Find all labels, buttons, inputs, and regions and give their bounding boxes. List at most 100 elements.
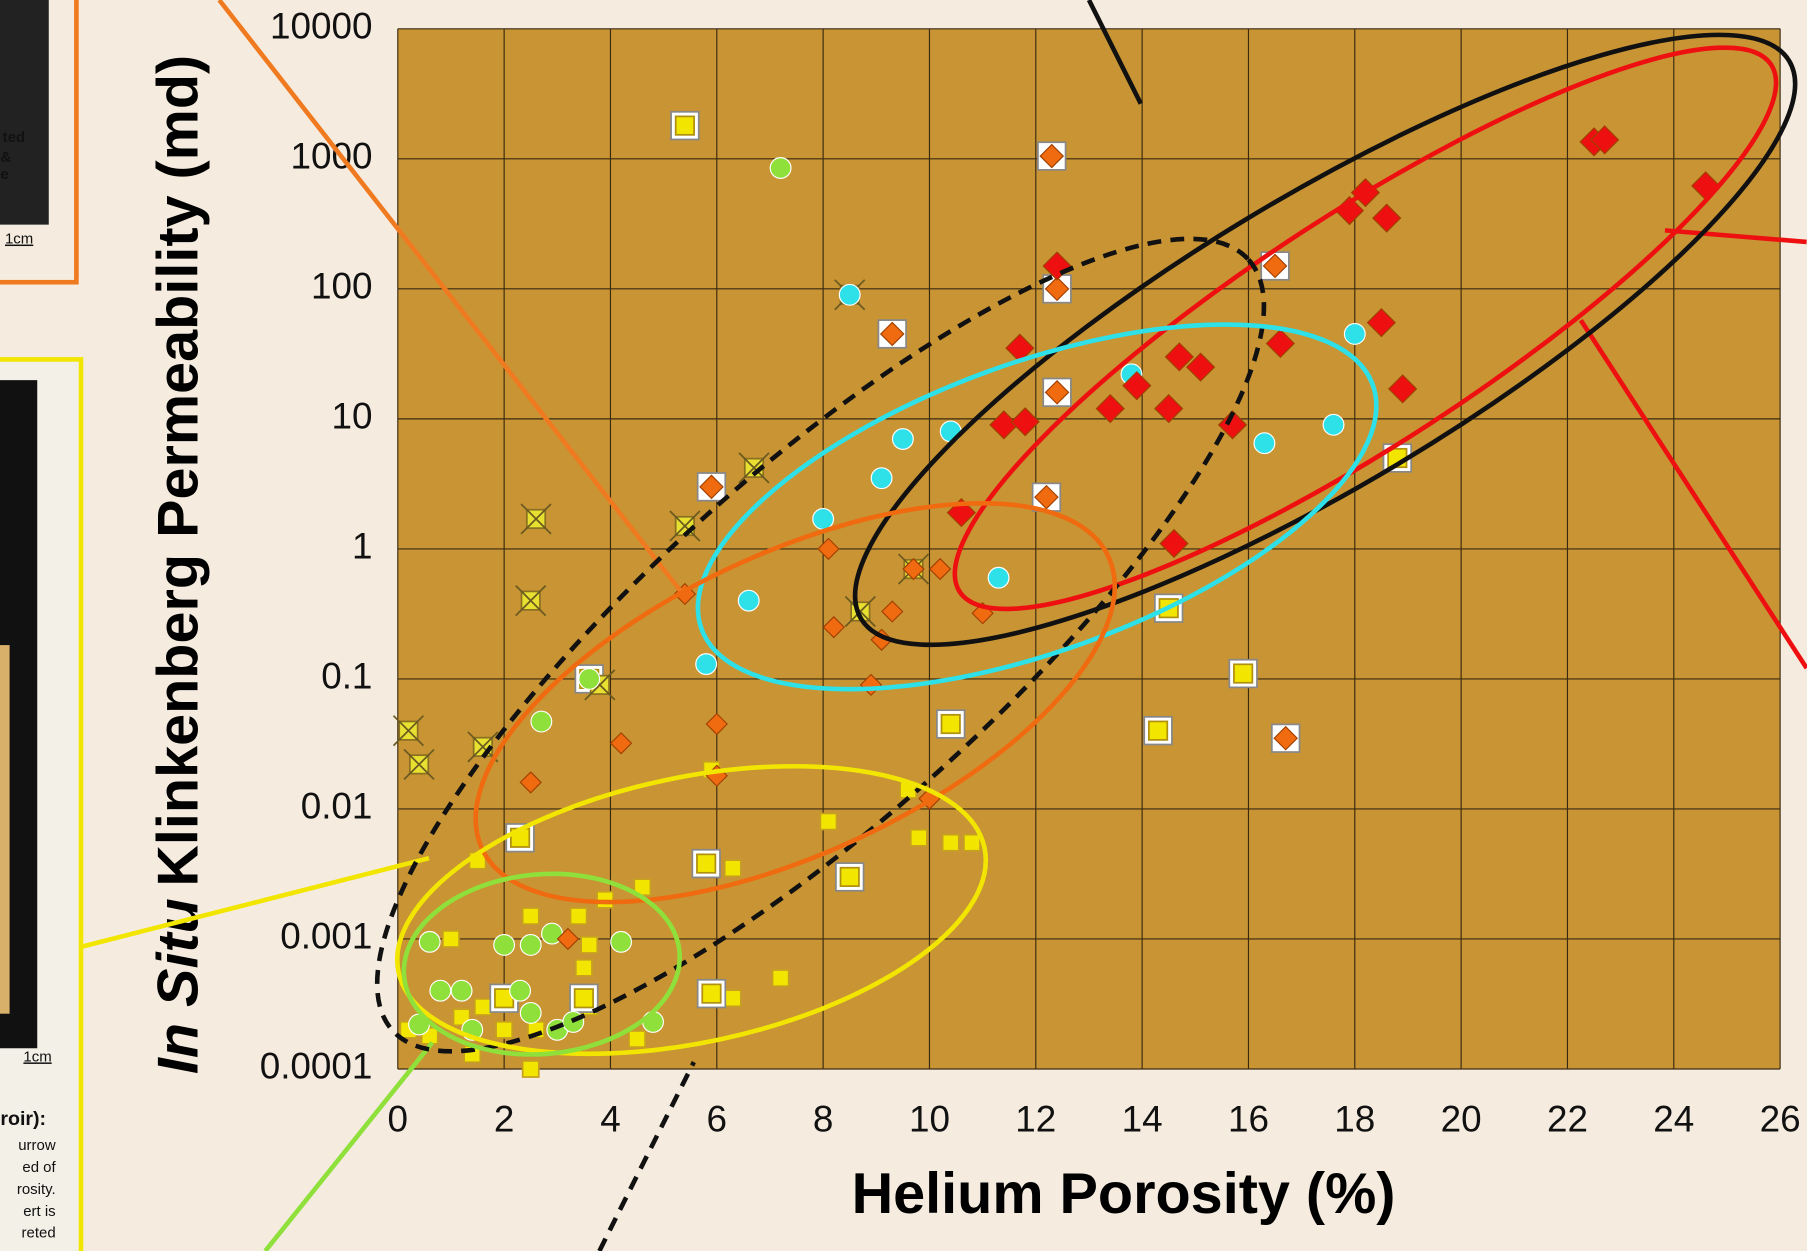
marker-part [579,669,600,690]
data-point [494,935,515,956]
chart: ted & e 1cm 1cm roir): urrow ed of rosit… [0,0,1807,1251]
data-point [1254,433,1275,454]
data-point [770,158,791,179]
data-point [911,830,927,846]
x-tick-label: 0 [388,1099,409,1140]
data-point [698,473,726,501]
scale-label: 1cm [5,231,33,248]
data-point [813,509,834,530]
x-tick-label: 24 [1653,1099,1694,1140]
data-point [871,468,892,489]
data-point [839,284,860,305]
data-point [520,1003,541,1024]
marker-part [676,116,694,134]
data-point [698,980,726,1008]
data-point [671,112,699,140]
marker-part [702,984,720,1002]
marker-part [520,1003,541,1024]
side-text: rosity. [17,1181,56,1198]
photo [0,0,49,225]
marker-part [629,1031,645,1047]
marker-part [893,429,914,450]
data-point [964,835,980,851]
y-tick-label: 10000 [270,6,372,47]
data-point [571,908,587,924]
marker-part [1234,664,1252,682]
data-point [520,935,541,956]
side-text: ert is [23,1203,55,1220]
marker-part [475,999,491,1015]
x-tick-label: 2 [494,1099,515,1140]
data-point [773,970,789,986]
marker-part [494,935,515,956]
x-tick-label: 12 [1015,1099,1056,1140]
data-point [419,931,440,952]
marker-part [1344,324,1365,345]
marker-part [943,835,959,851]
data-point [893,429,914,450]
marker-part [419,931,440,952]
data-point [475,999,491,1015]
marker-part [813,509,834,530]
data-point [1344,324,1365,345]
data-point [1323,414,1344,435]
data-point [451,980,472,1001]
x-tick-label: 6 [707,1099,728,1140]
y-tick-label: 100 [311,266,373,307]
side-text: & [0,149,11,166]
marker-part [696,654,717,675]
data-point [836,863,864,891]
data-point [496,1022,512,1038]
data-point [696,654,717,675]
marker-part [738,590,759,611]
x-tick-label: 26 [1760,1099,1801,1140]
marker-part [523,908,539,924]
scale-label: 1cm [23,1048,51,1065]
x-tick-label: 4 [600,1099,621,1140]
marker-part [531,711,552,732]
data-point [943,835,959,851]
x-axis-title: Helium Porosity (%) [852,1162,1396,1226]
marker-part [770,158,791,179]
marker-part [1254,433,1275,454]
marker-part [575,989,593,1007]
marker-part [942,715,960,733]
marker-part [964,835,980,851]
data-point [570,984,598,1012]
y-axis-title-italic: In Situ [147,898,211,1074]
marker-part [443,931,459,947]
data-point [611,931,632,952]
data-point [430,980,451,1001]
x-tick-label: 14 [1122,1099,1163,1140]
data-point [523,1061,539,1077]
page: {"chart_data": {"type": "scatter", "xlab… [0,0,1807,1251]
marker-part [571,908,587,924]
y-axis-title-main: Klinkenberg Permeability (md) [147,55,211,887]
data-point [738,590,759,611]
marker-part [523,1061,539,1077]
side-text: e [0,166,8,183]
marker-part [773,970,789,986]
data-point [1272,724,1300,752]
side-text: roir): [0,1108,46,1130]
side-text: ted [3,129,25,146]
marker-part [725,990,741,1006]
marker-part [988,567,1009,588]
y-tick-label: 10 [331,396,372,437]
photo-core [0,645,10,1014]
data-point [443,931,459,947]
marker-part [697,854,715,872]
side-text: reted [22,1225,56,1242]
y-tick-label: 0.01 [301,786,373,827]
side-text: ed of [22,1159,56,1176]
data-point [629,1031,645,1047]
marker-part [510,980,531,1001]
marker-part [576,960,592,976]
y-tick-label: 0.0001 [260,1046,373,1087]
marker-part [520,935,541,956]
data-point [510,980,531,1001]
x-tick-label: 22 [1547,1099,1588,1140]
x-tick-label: 8 [813,1099,833,1140]
marker-part [820,813,836,829]
marker-part [430,980,451,1001]
